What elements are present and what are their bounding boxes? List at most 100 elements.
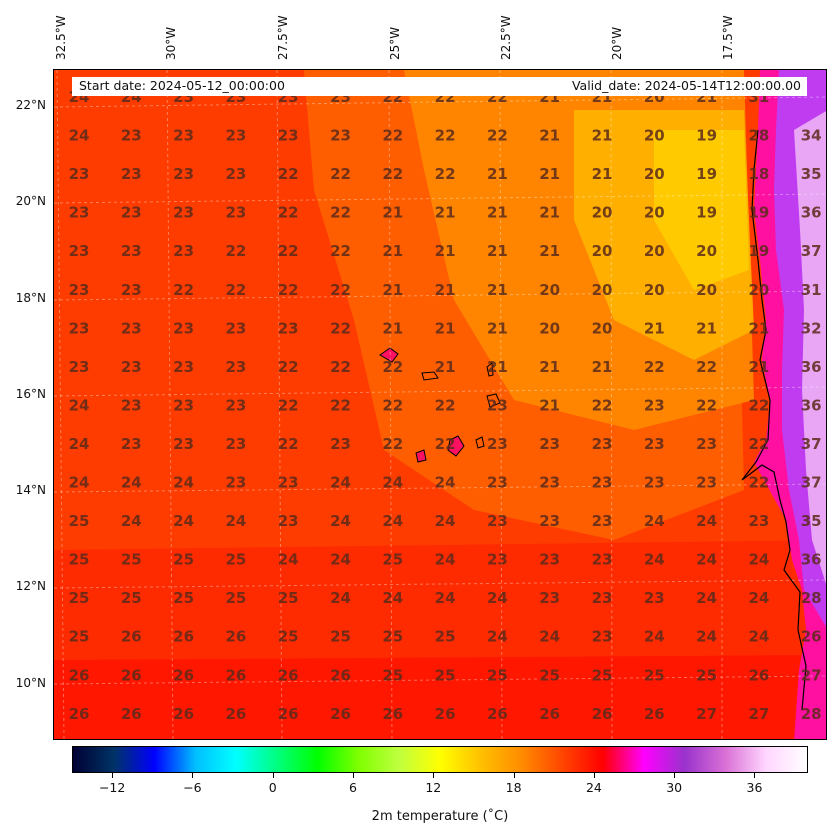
temperature-value: 26	[173, 666, 194, 684]
temperature-value: 21	[592, 165, 613, 183]
temperature-value: 24	[330, 512, 351, 530]
temperature-value: 23	[644, 435, 665, 453]
colorbar-tick-label: −12	[98, 780, 126, 795]
temperature-value: 36	[801, 204, 822, 222]
temperature-value: 25	[539, 666, 560, 684]
temperature-value: 22	[278, 281, 299, 299]
temperature-value: 22	[748, 435, 769, 453]
temperature-value: 23	[330, 127, 351, 145]
temperature-value: 24	[644, 512, 665, 530]
temperature-value: 24	[69, 435, 90, 453]
temperature-value: 21	[487, 165, 508, 183]
temperature-value: 23	[225, 204, 246, 222]
temperature-value: 21	[382, 281, 403, 299]
temperature-value: 22	[330, 281, 351, 299]
colorbar-tick-label: 6	[349, 780, 357, 795]
temperature-value: 25	[278, 589, 299, 607]
temperature-value: 22	[173, 281, 194, 299]
start-date-label: Start date: 2024-05-12_00:00:00	[79, 78, 285, 93]
temperature-value: 20	[644, 242, 665, 260]
temperature-value: 24	[330, 551, 351, 569]
temperature-value: 23	[121, 435, 142, 453]
temperature-value: 25	[121, 589, 142, 607]
temperature-value: 25	[225, 551, 246, 569]
temperature-value: 21	[748, 358, 769, 376]
temperature-value: 22	[278, 396, 299, 414]
lon-label: 27.5°W	[276, 15, 290, 60]
temperature-value: 26	[69, 666, 90, 684]
temperature-value: 25	[121, 551, 142, 569]
temperature-value: 21	[539, 396, 560, 414]
temperature-value: 23	[487, 474, 508, 492]
temperature-map: 24 24 23 23 23 23 22 22 22 21 21 20 21 31 24 23 23 23 23 23…	[53, 69, 827, 740]
temperature-value: 22	[696, 358, 717, 376]
colorbar-tick	[593, 773, 595, 778]
temperature-value: 22	[696, 396, 717, 414]
temperature-value: 22	[330, 204, 351, 222]
temperature-value: 21	[487, 319, 508, 337]
temperature-value: 23	[592, 551, 613, 569]
temperature-value: 19	[748, 204, 769, 222]
temperature-value: 22	[278, 358, 299, 376]
temperature-value: 23	[225, 165, 246, 183]
temperature-value: 22	[435, 127, 456, 145]
temperature-value: 35	[801, 165, 822, 183]
temperature-value: 23	[644, 589, 665, 607]
temperature-value: 23	[539, 589, 560, 607]
colorbar-tick	[192, 773, 194, 778]
temperature-value: 18	[748, 165, 769, 183]
temperature-value: 21	[435, 204, 456, 222]
temperature-value: 26	[173, 628, 194, 646]
colorbar-tick-label: −6	[183, 780, 202, 795]
temperature-value: 23	[173, 127, 194, 145]
colorbar-title: 2m temperature (˚C)	[371, 809, 509, 824]
temperature-value: 22	[330, 165, 351, 183]
temperature-value: 24	[435, 512, 456, 530]
temperature-value: 23	[225, 396, 246, 414]
temperature-value: 23	[696, 435, 717, 453]
temperature-value: 23	[173, 165, 194, 183]
temperature-value: 23	[225, 127, 246, 145]
temperature-value: 20	[592, 242, 613, 260]
temperature-value: 23	[592, 589, 613, 607]
colorbar-tick-label: 12	[425, 780, 442, 795]
temperature-value: 24	[382, 512, 403, 530]
lon-label: 32.5°W	[54, 15, 68, 60]
temperature-value: 23	[121, 396, 142, 414]
temperature-value: 22	[225, 242, 246, 260]
temperature-value: 25	[330, 628, 351, 646]
temperature-value: 28	[801, 589, 822, 607]
temperature-value: 22	[382, 396, 403, 414]
temperature-value: 23	[748, 512, 769, 530]
temperature-value: 23	[539, 551, 560, 569]
temperature-value: 22	[435, 396, 456, 414]
temperature-value: 25	[382, 666, 403, 684]
temperature-value: 26	[225, 705, 246, 723]
lon-label: 20°W	[610, 26, 624, 60]
temperature-value: 36	[801, 358, 822, 376]
temperature-value: 24	[173, 474, 194, 492]
temperature-value: 26	[748, 666, 769, 684]
temperature-value: 20	[592, 204, 613, 222]
temperature-value: 26	[382, 705, 403, 723]
temperature-value: 23	[121, 127, 142, 145]
temperature-value: 20	[592, 281, 613, 299]
temperature-value: 22	[435, 435, 456, 453]
temperature-value: 20	[644, 204, 665, 222]
temperature-value: 26	[801, 628, 822, 646]
temperature-value: 26	[225, 628, 246, 646]
temperature-value: 24	[382, 474, 403, 492]
temperature-value: 22	[278, 204, 299, 222]
temperature-value: 20	[539, 319, 560, 337]
temperature-value: 26	[644, 705, 665, 723]
temperature-value: 22	[592, 396, 613, 414]
temperature-value: 23	[487, 396, 508, 414]
temperature-value: 23	[592, 512, 613, 530]
temperature-value: 21	[644, 319, 665, 337]
lat-label: 12°N	[15, 579, 46, 593]
temperature-value: 24	[696, 551, 717, 569]
temperature-value: 23	[278, 474, 299, 492]
temperature-value: 20	[592, 319, 613, 337]
temperature-value: 32	[801, 319, 822, 337]
temperature-value: 25	[69, 551, 90, 569]
